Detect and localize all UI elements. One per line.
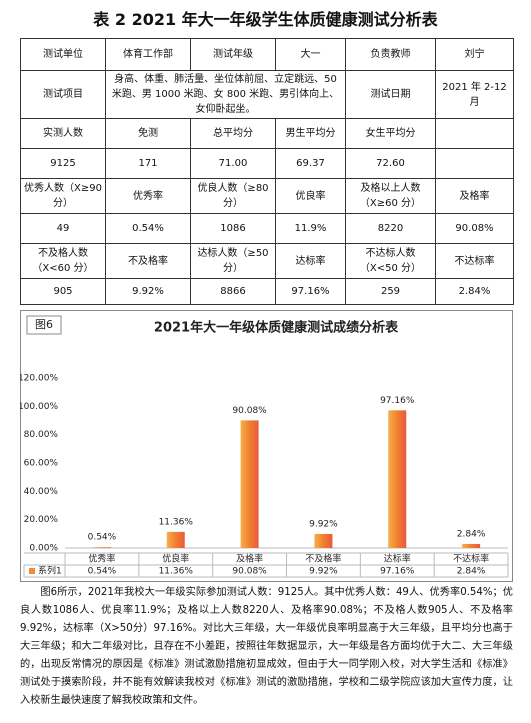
table-cell: 测试项目 — [20, 70, 106, 119]
table-cell: 达标率 — [275, 243, 346, 279]
value-label: 90.08% — [232, 406, 267, 416]
table-cell: 及格以上人数（X≥60 分） — [345, 178, 436, 214]
table-cell: 总平均分 — [190, 118, 276, 149]
data-table-value: 11.36% — [159, 567, 194, 577]
table-cell: 71.00 — [190, 148, 276, 179]
table-cell: 负责教师 — [345, 38, 436, 71]
data-table-value: 9.92% — [309, 567, 338, 577]
table-cell: 0.54% — [105, 213, 191, 244]
value-label: 11.36% — [159, 517, 194, 527]
table-cell: 1086 — [190, 213, 276, 244]
table-cell: 2.84% — [435, 278, 514, 305]
legend-label: 系列1 — [38, 565, 62, 577]
data-table-value: 0.54% — [88, 567, 117, 577]
table-cell: 女生平均分 — [345, 118, 436, 149]
table-cell: 2021 年 2-12 月 — [435, 70, 514, 119]
bar — [166, 531, 185, 548]
y-tick-label: 40.00% — [24, 487, 59, 497]
chart-border — [20, 310, 513, 582]
table-cell: 171 — [105, 148, 191, 179]
data-table: 测试单位 体育工作部 测试年级 大一 负责教师 刘宁 测试项目 身高、体重、肺活量、坐位体前屈… — [20, 38, 514, 305]
y-tick-label: 0.00% — [29, 544, 58, 554]
table-cell: 优秀率 — [105, 178, 191, 214]
table-cell: 11.9% — [275, 213, 346, 244]
value-label: 97.16% — [380, 396, 415, 406]
y-tick-label: 20.00% — [24, 515, 59, 525]
table-cell: 不达标人数（X<50 分） — [345, 243, 436, 279]
data-table-value: 90.08% — [232, 567, 267, 577]
x-tick-label: 及格率 — [236, 553, 263, 565]
paragraph: 图6所示，2021年我校大一年级实际参加测试人数：9125人。其中优秀人数：49… — [20, 587, 513, 706]
y-tick-label: 80.00% — [24, 430, 59, 440]
table-cell: 9125 — [20, 148, 106, 179]
table-cell: 达标人数（≥50 分） — [190, 243, 276, 279]
empty-cell — [435, 148, 514, 179]
table-cell: 90.08% — [435, 213, 514, 244]
table-cell: 97.16% — [275, 278, 346, 305]
table-cell: 男生平均分 — [275, 118, 346, 149]
table-cell: 测试年级 — [190, 38, 276, 71]
table-cell: 及格率 — [435, 178, 514, 214]
empty-cell — [435, 118, 514, 149]
table-row: 905 9.92% 8866 97.16% 259 2.84% — [20, 278, 514, 305]
y-tick-label: 60.00% — [24, 459, 59, 469]
data-table-value: 97.16% — [380, 567, 415, 577]
table-title: 表 2 2021 年大一年级学生体质健康测试分析表 — [93, 10, 438, 29]
table-cell: 8220 — [345, 213, 436, 244]
bar — [314, 533, 333, 548]
x-tick-label: 优良率 — [162, 553, 189, 565]
table-cell: 免测 — [105, 118, 191, 149]
table-cell: 不及格率 — [105, 243, 191, 279]
figure-label: 图6 — [35, 318, 53, 331]
x-tick-label: 优秀率 — [88, 553, 115, 565]
table-cell: 69.37 — [275, 148, 346, 179]
bar — [388, 410, 407, 548]
bar — [240, 420, 259, 548]
table-row: 测试单位 体育工作部 测试年级 大一 负责教师 刘宁 — [20, 38, 514, 71]
table-row: 不及格人数（X<60 分） 不及格率 达标人数（≥50 分） 达标率 不达标人数（X<5… — [20, 243, 514, 279]
y-tick-label: 100.00% — [20, 402, 58, 412]
bar — [462, 543, 481, 548]
table-cell: 9.92% — [105, 278, 191, 305]
figure-label-box — [26, 315, 62, 335]
chart-box: 图6 2021年大一年级体质健康测试成绩分析表 0.00% 20.00% 40.00… — [18, 310, 513, 582]
table-row: 优秀人数（X≥90 分） 优秀率 优良人数（≥80 分） 优良率 及格以上人数（X≥60… — [20, 178, 514, 214]
table-row: 49 0.54% 1086 11.9% 8220 90.08% — [20, 213, 514, 244]
bar — [92, 547, 111, 548]
table-cell: 测试单位 — [20, 38, 106, 71]
x-tick-label: 不及格率 — [305, 553, 341, 565]
table-cell: 大一 — [275, 38, 346, 71]
y-tick-label: 120.00% — [20, 374, 58, 384]
data-table-value: 2.84% — [457, 567, 486, 577]
table-row: 实测人数 免测 总平均分 男生平均分 女生平均分 — [20, 118, 514, 149]
value-label: 2.84% — [457, 529, 486, 539]
table-cell: 72.60 — [345, 148, 436, 179]
value-label: 0.54% — [88, 533, 117, 543]
table-cell: 优秀人数（X≥90 分） — [20, 178, 106, 214]
table-cell: 不达标率 — [435, 243, 514, 279]
chart-title: 2021年大一年级体质健康测试成绩分析表 — [154, 320, 399, 336]
table-cell: 不及格人数（X<60 分） — [20, 243, 106, 279]
table-cell: 体育工作部 — [105, 38, 191, 71]
table-cell: 优良人数（≥80 分） — [190, 178, 276, 214]
table-cell: 刘宁 — [435, 38, 514, 71]
table-row: 9125 171 71.00 69.37 72.60 — [20, 148, 514, 179]
table-cell: 259 — [345, 278, 436, 305]
table-row: 测试项目 身高、体重、肺活量、坐位体前屈、立定跳远、50 米跑、男 1000 米跑… — [20, 70, 514, 119]
value-label: 9.92% — [309, 519, 338, 529]
table-cell: 49 — [20, 213, 106, 244]
x-tick-label: 不达标率 — [453, 553, 489, 565]
table-cell: 优良率 — [275, 178, 346, 214]
table-cell: 905 — [20, 278, 106, 305]
x-tick-label: 达标率 — [384, 553, 411, 565]
chart: 图6 2021年大一年级体质健康测试成绩分析表 0.00% 20.00% 40.00… — [18, 310, 513, 582]
legend-swatch — [29, 568, 35, 574]
table-cell: 身高、体重、肺活量、坐位体前屈、立定跳远、50 米跑、男 1000 米跑、女 8… — [105, 70, 346, 119]
table-cell: 测试日期 — [345, 70, 436, 119]
table-cell: 8866 — [190, 278, 276, 305]
table-cell: 实测人数 — [20, 118, 106, 149]
